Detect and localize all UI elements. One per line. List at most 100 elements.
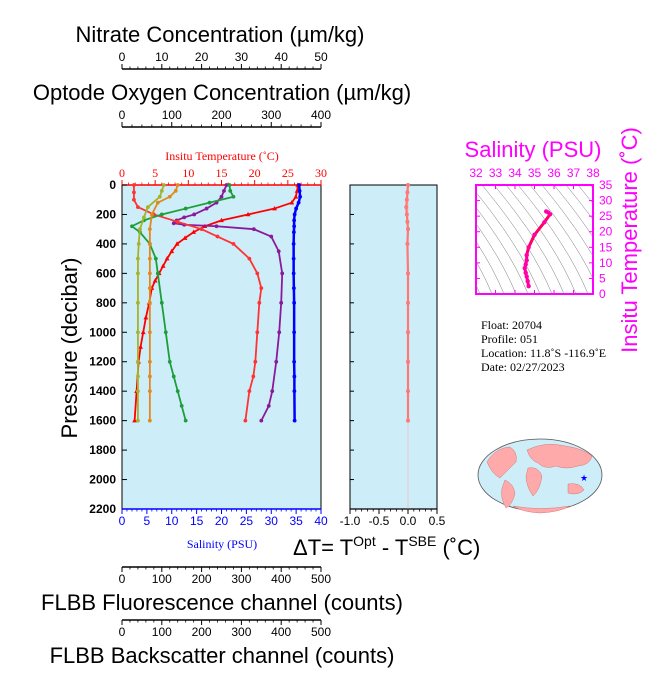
nitrate-point bbox=[132, 197, 136, 202]
salinity-point bbox=[291, 230, 296, 235]
oxygen-point bbox=[182, 215, 187, 220]
nitrate-point bbox=[259, 286, 264, 290]
salinity-tick-label: 30 bbox=[265, 514, 279, 528]
nitrate-point bbox=[255, 271, 260, 276]
insitu-temperature-point bbox=[289, 200, 295, 205]
salinity-tick-label: 20 bbox=[215, 514, 229, 528]
nitrate-axis: 0 10 20 30 40 50 bbox=[119, 50, 328, 70]
density-contour bbox=[476, 260, 493, 294]
pressure-tick-label: 0 bbox=[109, 178, 116, 192]
nitrate-tick-label: 20 bbox=[195, 50, 209, 64]
salinity-point bbox=[296, 200, 301, 205]
insitu-temperature-point bbox=[140, 329, 146, 335]
temperature-tick-label: 25 bbox=[282, 166, 294, 180]
backscatter-point bbox=[175, 183, 180, 187]
backscatter-point bbox=[147, 227, 152, 232]
backscatter-point bbox=[147, 389, 152, 394]
backscatter-point bbox=[147, 256, 152, 261]
oxygen-point bbox=[280, 271, 285, 276]
oxygen-point bbox=[269, 234, 274, 239]
backscatter-point bbox=[147, 330, 152, 335]
density-contour bbox=[476, 241, 505, 294]
pressure-tick-label: 1200 bbox=[89, 355, 116, 369]
density-contour bbox=[529, 185, 593, 280]
nitrate-point bbox=[136, 205, 140, 209]
pressure-tick-label: 1800 bbox=[89, 443, 116, 457]
oxygen-tick-label: 100 bbox=[162, 108, 182, 122]
inset-salinity-title: Salinity (PSU) bbox=[465, 137, 602, 162]
fluorescence-point bbox=[130, 224, 134, 229]
salinity-point bbox=[292, 359, 297, 364]
salinity-tick-label: 35 bbox=[289, 514, 303, 528]
delta-t-point bbox=[406, 183, 410, 187]
backscatter-point bbox=[147, 242, 152, 246]
density-contour bbox=[517, 185, 589, 294]
nitrate-point bbox=[199, 227, 204, 232]
salinity-point bbox=[292, 218, 297, 223]
temperature-tick-label: 30 bbox=[315, 166, 327, 180]
nitrate-point bbox=[255, 330, 260, 335]
insitu-temperature-point bbox=[143, 314, 149, 320]
oxygen-point bbox=[219, 194, 224, 199]
chlorophyll-point bbox=[157, 194, 162, 199]
fluorescence-point bbox=[167, 359, 172, 364]
oxygen-point bbox=[259, 418, 264, 423]
density-contour bbox=[553, 185, 593, 238]
fluorescence-point bbox=[153, 256, 158, 261]
float-id: Float: 20704 bbox=[481, 318, 542, 332]
insitu-temperature-point bbox=[160, 263, 166, 268]
fluorescence-point bbox=[179, 404, 184, 408]
delta-t-point bbox=[404, 212, 409, 217]
nitrate-axis-title: Nitrate Concentration (µm/kg) bbox=[76, 22, 365, 47]
delta-t-title: ΔT= TOpt - TSBE (˚C) bbox=[293, 533, 480, 560]
ts-profile-point bbox=[526, 245, 531, 250]
salinity-tick-label: 5 bbox=[144, 514, 151, 528]
salinity-point bbox=[291, 242, 296, 246]
density-contour bbox=[476, 191, 541, 294]
fluorescence-tick-label: 400 bbox=[271, 572, 291, 586]
delta-t-point bbox=[406, 330, 410, 335]
fluorescence-point bbox=[163, 330, 168, 335]
insitu-temperature-point bbox=[293, 194, 299, 199]
salinity-point bbox=[291, 286, 296, 290]
ts-x-tick-label: 33 bbox=[489, 166, 503, 180]
ts-profile-point bbox=[547, 212, 553, 217]
oxygen-axis: 0 100 200 300 400 bbox=[119, 108, 331, 128]
oxygen-point bbox=[251, 227, 256, 232]
backscatter-point bbox=[155, 200, 160, 205]
chlorophyll-point bbox=[136, 300, 140, 305]
salinity-tick-label: 0 bbox=[119, 514, 126, 528]
chlorophyll-point bbox=[136, 389, 140, 394]
nitrate-point bbox=[257, 300, 262, 305]
fluorescence-point bbox=[183, 206, 188, 211]
ts-y-tick-label: 25 bbox=[599, 209, 613, 223]
fluorescence-tick-label: 500 bbox=[311, 572, 331, 586]
nitrate-point bbox=[243, 418, 248, 423]
backscatter-tick-label: 100 bbox=[152, 625, 172, 639]
delta-t-point bbox=[406, 359, 410, 364]
ts-profile-point bbox=[524, 274, 529, 279]
backscatter-point bbox=[147, 359, 152, 364]
delta-t-point bbox=[404, 197, 409, 202]
ts-x-tick-label: 35 bbox=[528, 166, 542, 180]
delta-t-point bbox=[406, 300, 410, 305]
salinity-point bbox=[291, 256, 296, 261]
ts-series-group bbox=[522, 209, 553, 289]
pressure-axis: 0 200 400 600 800 1000 1200 1400 1600 1800 2000 220… bbox=[89, 178, 127, 516]
density-contour bbox=[476, 207, 529, 294]
delta-t-point bbox=[405, 219, 410, 224]
oxygen-point bbox=[224, 183, 229, 187]
salinity-point bbox=[292, 300, 297, 305]
fluorescence-point bbox=[207, 200, 212, 205]
oxygen-point bbox=[277, 330, 282, 335]
nitrate-point bbox=[132, 183, 136, 187]
delta-t-point bbox=[405, 241, 410, 246]
fluorescence-tick-label: 300 bbox=[231, 572, 251, 586]
delta-t-point bbox=[406, 271, 410, 276]
ts-profile-point bbox=[526, 284, 531, 289]
salinity-point bbox=[297, 188, 302, 193]
pressure-tick-label: 1000 bbox=[89, 325, 116, 339]
delta-t-point bbox=[406, 227, 410, 232]
pressure-tick-label: 1600 bbox=[89, 414, 116, 428]
backscatter-point bbox=[147, 286, 152, 290]
